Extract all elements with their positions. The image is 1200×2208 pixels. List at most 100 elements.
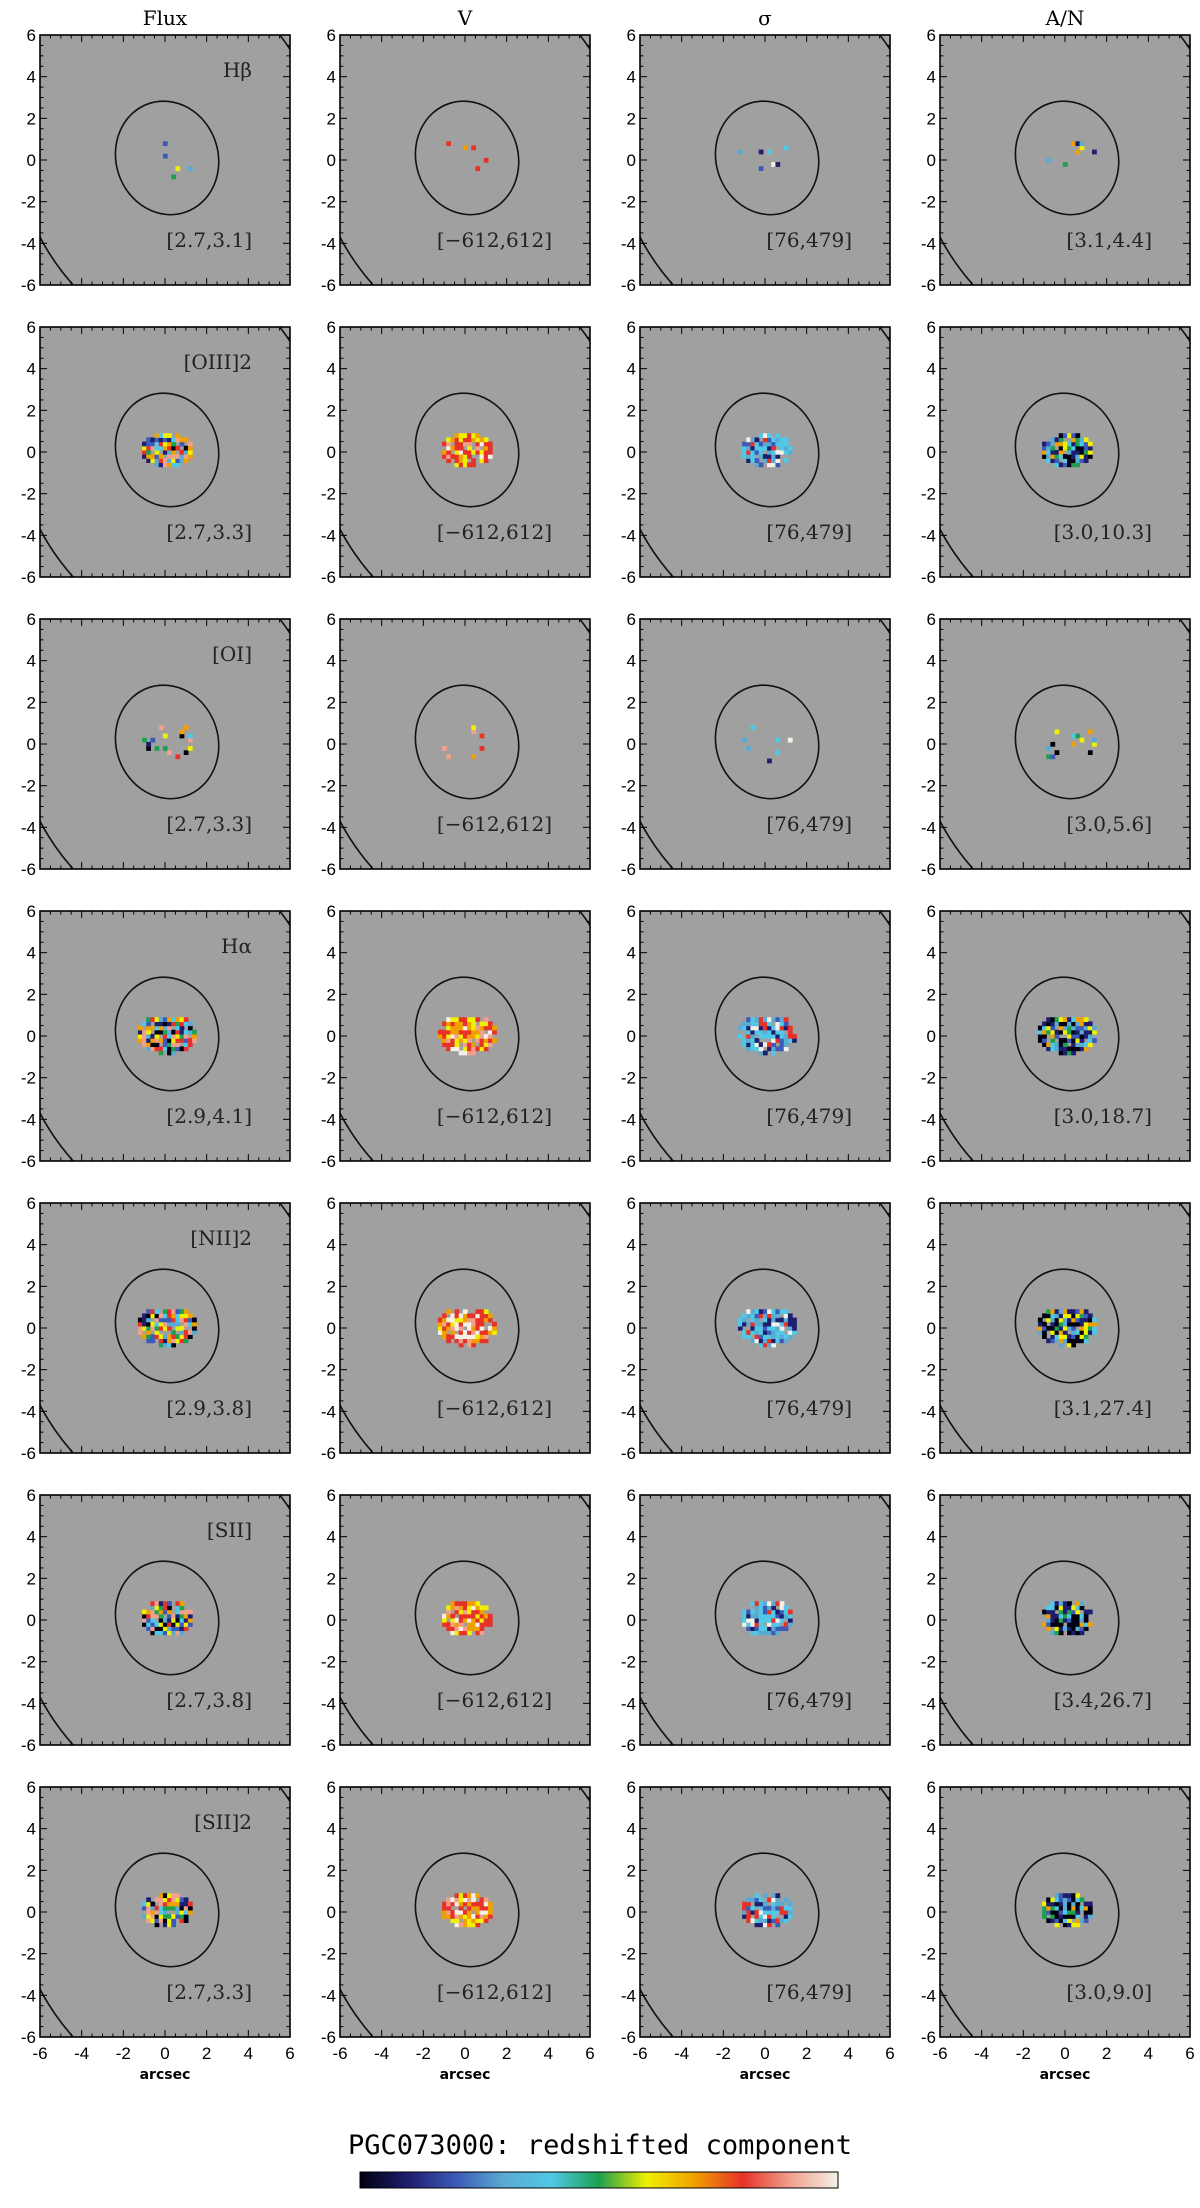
spaxel [758, 1325, 764, 1331]
spaxel [162, 1325, 168, 1331]
spaxel [742, 1321, 747, 1327]
spaxel [1058, 1050, 1064, 1056]
spaxel [167, 1321, 172, 1327]
spaxel [754, 1897, 760, 1903]
spaxel [483, 458, 489, 464]
spaxel [158, 458, 164, 464]
spaxel [746, 1046, 752, 1052]
spaxel [171, 445, 177, 451]
spaxel [167, 1033, 172, 1039]
spaxel [758, 1901, 764, 1907]
spaxel [454, 437, 460, 443]
spaxel [779, 1905, 785, 1911]
spaxel [450, 1601, 456, 1607]
spaxel [783, 1042, 789, 1048]
spaxel [1071, 1901, 1077, 1907]
y-tick-label: 2 [327, 1569, 336, 1588]
spaxel [1079, 1617, 1085, 1623]
spaxel [762, 1909, 768, 1915]
spaxel [746, 1918, 752, 1924]
spaxel [1075, 437, 1081, 443]
spaxel [1062, 1330, 1068, 1335]
spaxel [183, 1038, 189, 1043]
spaxel [167, 1622, 172, 1627]
spaxel [187, 1313, 193, 1319]
spaxel [1050, 1046, 1056, 1052]
spaxel [1083, 441, 1089, 447]
spaxel [467, 1605, 472, 1611]
y-tick-label: 6 [627, 1778, 636, 1797]
spaxel [742, 1042, 747, 1048]
spaxel [150, 1033, 156, 1039]
spaxel [754, 1017, 760, 1023]
spaxel [762, 1330, 768, 1335]
spaxel [175, 1025, 181, 1031]
spaxel [754, 1021, 760, 1027]
spaxel [142, 1313, 147, 1319]
spaxel [1058, 1029, 1064, 1035]
spaxel [1067, 1309, 1072, 1315]
spaxel [1075, 1918, 1081, 1924]
panel-background [40, 35, 290, 285]
y-tick-label: -6 [21, 1152, 36, 1171]
spaxel [758, 1630, 764, 1636]
x-tick-label: 2 [202, 2044, 211, 2063]
spaxel [1071, 437, 1077, 443]
spaxel [450, 1897, 456, 1903]
spaxel [450, 1042, 456, 1048]
y-tick-label: 6 [327, 318, 336, 337]
spaxel [767, 1313, 772, 1319]
spaxel [454, 1893, 460, 1899]
spaxel [758, 1338, 764, 1344]
spaxel [775, 1321, 781, 1327]
spaxel [1058, 1609, 1064, 1615]
spaxel [779, 1046, 785, 1052]
spaxel [183, 1613, 189, 1619]
spaxel [167, 1893, 172, 1899]
spaxel [754, 1313, 760, 1319]
spaxel [462, 1021, 468, 1027]
spaxel [171, 1017, 177, 1023]
spaxel [758, 441, 764, 447]
y-tick-label: 4 [327, 1820, 336, 1839]
spaxel [746, 1897, 752, 1903]
y-tick-label: -2 [621, 193, 636, 212]
spaxel [187, 1613, 193, 1619]
spaxel [446, 1017, 452, 1023]
spaxel [162, 1025, 168, 1031]
spaxel [446, 1609, 452, 1615]
spaxel [475, 1317, 481, 1323]
spaxel [462, 1029, 468, 1035]
spaxel [471, 462, 477, 468]
spaxel [179, 1613, 185, 1619]
spaxel [483, 1021, 489, 1027]
spaxel [1083, 1025, 1089, 1031]
spaxel [142, 1317, 147, 1323]
spaxel [767, 433, 772, 439]
emission-line-label: Hβ [223, 58, 252, 82]
spaxel [1067, 1918, 1072, 1924]
spaxel [475, 1325, 481, 1331]
x-tick-label: -4 [674, 2044, 689, 2063]
y-tick-label: -2 [621, 1653, 636, 1672]
spaxel [746, 1021, 752, 1027]
spaxel [1046, 1021, 1052, 1027]
spaxel [1042, 1334, 1047, 1340]
spaxel [750, 1046, 756, 1052]
spaxel [775, 162, 781, 167]
spaxel [162, 437, 168, 443]
spaxel [1087, 1609, 1093, 1615]
spaxel [1054, 1309, 1060, 1315]
spaxel [1087, 1321, 1093, 1327]
spaxel [1067, 1605, 1072, 1611]
spaxel [142, 1905, 147, 1911]
spaxel [792, 1321, 797, 1327]
spaxel [479, 746, 485, 751]
spaxel [750, 449, 756, 455]
spaxel [162, 1338, 168, 1344]
spaxel [1075, 458, 1081, 464]
spaxel [762, 1017, 768, 1023]
spaxel [154, 1626, 160, 1632]
